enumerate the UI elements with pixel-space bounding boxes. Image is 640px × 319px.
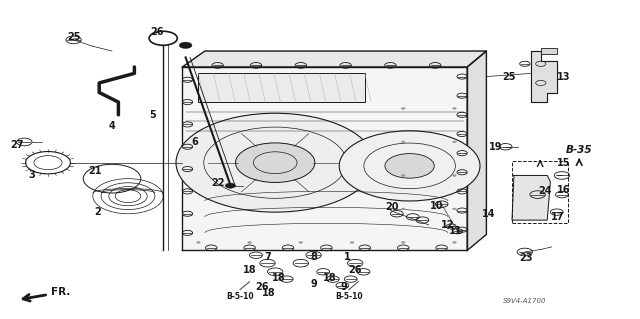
Circle shape [401, 141, 405, 143]
Text: 26: 26 [348, 264, 362, 275]
Bar [198, 73, 365, 102]
Text: 18: 18 [271, 272, 285, 283]
Text: B-5-10: B-5-10 [226, 292, 254, 300]
Text: B-35: B-35 [566, 145, 593, 155]
Text: FR.: FR. [23, 287, 70, 301]
Circle shape [176, 113, 374, 212]
Text: 25: 25 [502, 71, 516, 82]
Text: 16: 16 [556, 185, 570, 195]
Text: 9: 9 [341, 282, 348, 292]
Text: 20: 20 [385, 202, 399, 212]
Text: 12: 12 [441, 220, 455, 230]
Polygon shape [467, 51, 486, 250]
Text: 9: 9 [310, 279, 317, 289]
Text: 26: 26 [150, 27, 164, 37]
Circle shape [452, 241, 456, 243]
Text: 19: 19 [489, 142, 503, 152]
Text: 23: 23 [519, 253, 533, 263]
Circle shape [350, 241, 354, 243]
Text: 14: 14 [481, 209, 495, 219]
Text: 17: 17 [551, 212, 565, 222]
Text: 7: 7 [264, 252, 271, 262]
Text: 8: 8 [310, 252, 317, 262]
Text: 4: 4 [109, 121, 115, 131]
Text: 22: 22 [211, 178, 225, 189]
Text: 21: 21 [88, 166, 102, 176]
Text: 6: 6 [192, 137, 198, 147]
Text: 27: 27 [10, 140, 24, 150]
Text: 10: 10 [429, 201, 444, 211]
Circle shape [179, 42, 192, 48]
Text: 3: 3 [29, 170, 35, 181]
Circle shape [299, 241, 303, 243]
Text: 13: 13 [556, 71, 570, 82]
Circle shape [452, 208, 456, 210]
Text: 5: 5 [149, 110, 156, 120]
Polygon shape [512, 175, 550, 220]
Text: 26: 26 [255, 282, 269, 292]
Text: 2: 2 [94, 207, 100, 217]
Circle shape [401, 108, 405, 109]
Bar [541, 48, 557, 54]
Text: 25: 25 [67, 32, 81, 42]
Text: 24: 24 [538, 186, 552, 197]
Circle shape [452, 174, 456, 176]
Circle shape [452, 141, 456, 143]
Circle shape [225, 183, 236, 188]
Circle shape [196, 241, 200, 243]
Text: 11: 11 [449, 226, 463, 236]
Bar [512, 161, 568, 223]
Polygon shape [531, 51, 557, 102]
Circle shape [452, 108, 456, 109]
Text: 18: 18 [262, 288, 276, 298]
Text: 18: 18 [243, 264, 257, 275]
Polygon shape [182, 51, 486, 67]
Circle shape [248, 241, 252, 243]
Circle shape [339, 131, 480, 201]
Circle shape [385, 154, 435, 178]
Circle shape [401, 208, 405, 210]
Circle shape [401, 241, 405, 243]
Circle shape [236, 143, 315, 182]
Text: 18: 18 [323, 273, 337, 283]
Text: B-5-10: B-5-10 [335, 292, 363, 300]
Polygon shape [182, 67, 467, 250]
Text: 15: 15 [556, 158, 570, 168]
Text: S9V4-A1700: S9V4-A1700 [503, 299, 547, 304]
Circle shape [401, 174, 405, 176]
Text: 1: 1 [344, 252, 351, 262]
